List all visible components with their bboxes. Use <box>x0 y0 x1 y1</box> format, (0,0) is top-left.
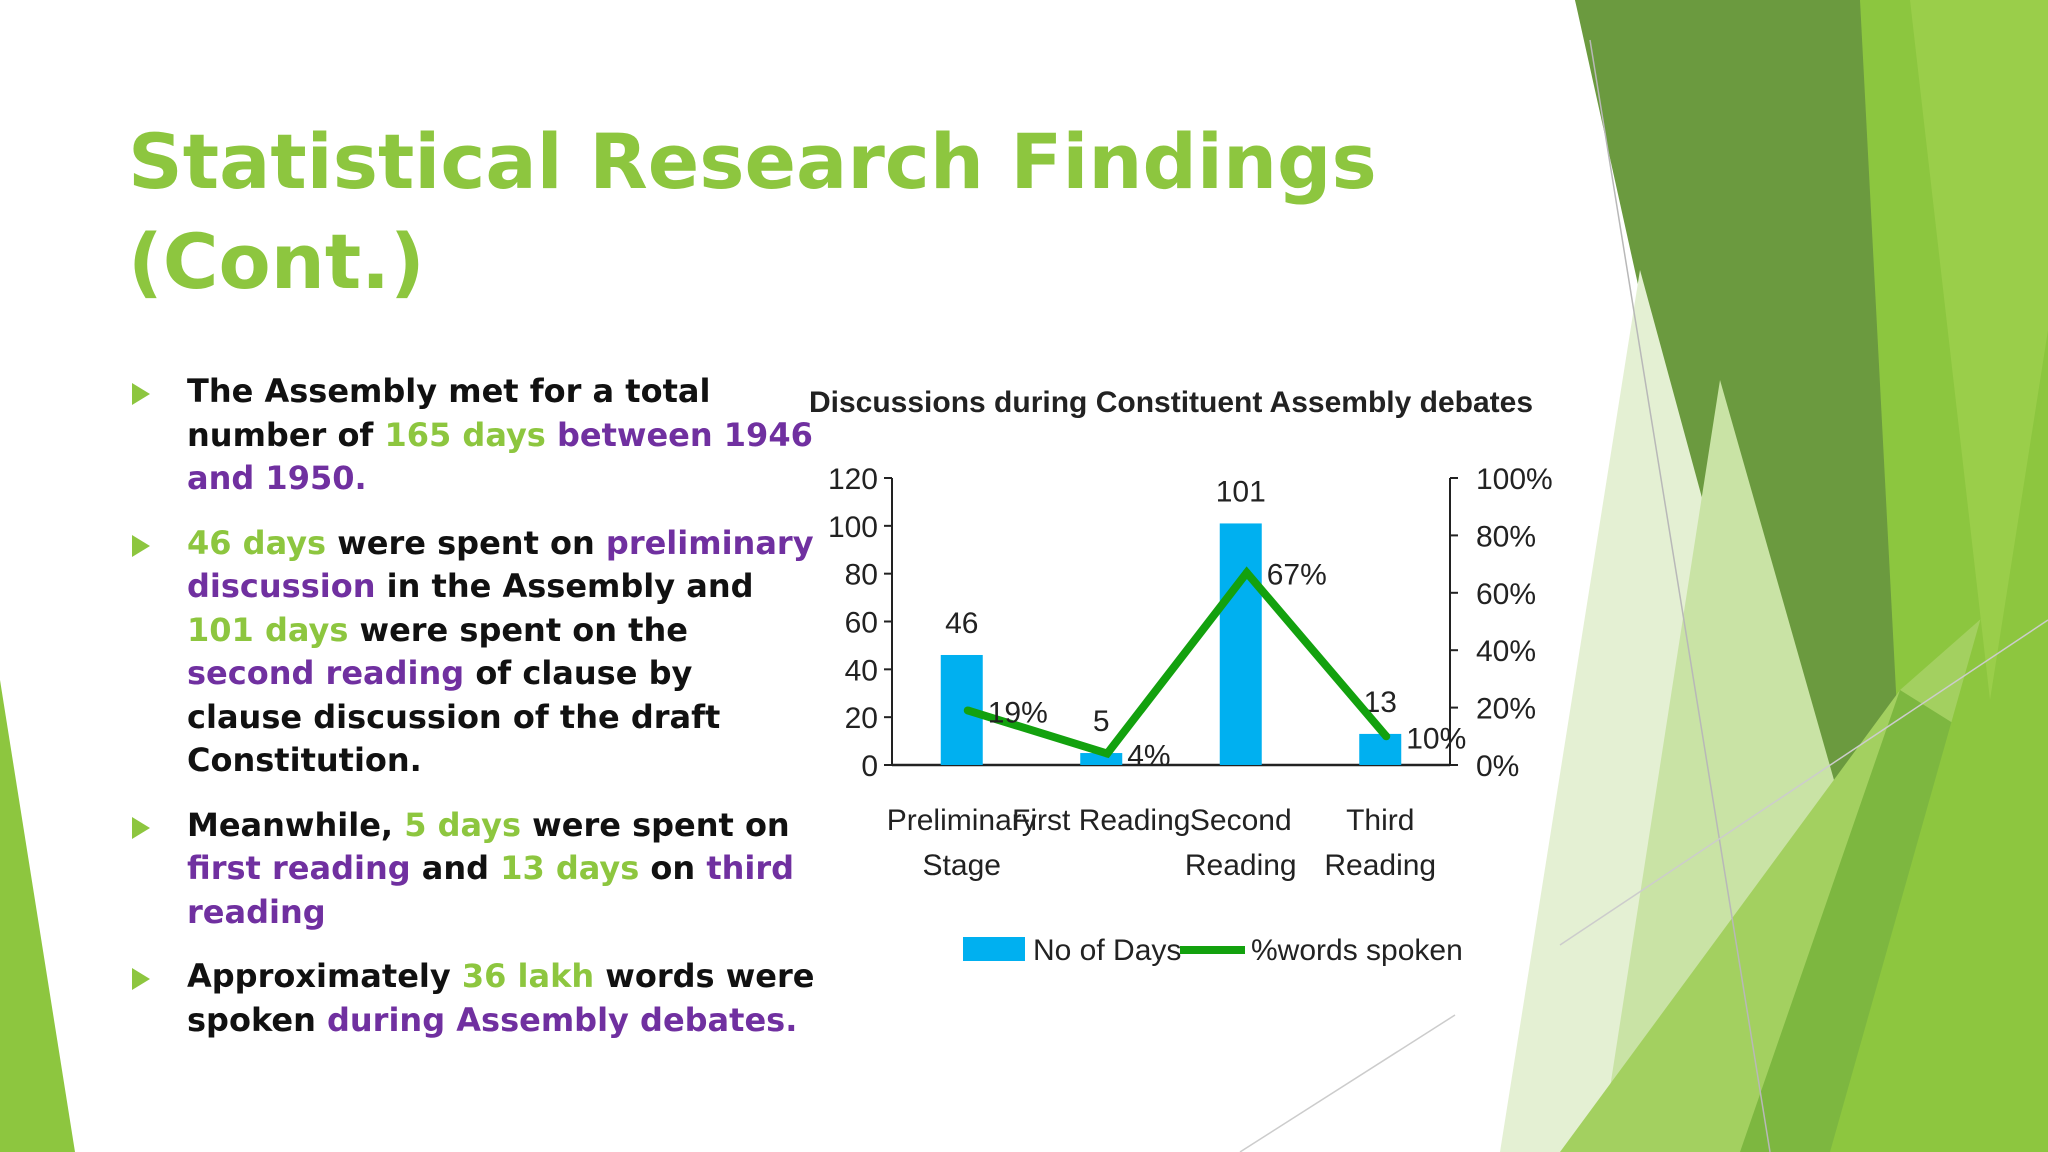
bullet-text-run: 101 days <box>187 610 360 649</box>
title-line-2: (Cont.) <box>128 217 425 306</box>
line-point-words-spoken <box>1103 749 1112 758</box>
bullet-text-run: third reading <box>187 849 795 931</box>
bullet-arrow-icon <box>132 816 150 839</box>
y-right-tick-label: 60% <box>1476 578 1536 611</box>
bullet-text-run: of clause by clause discussion of the dr… <box>187 654 721 779</box>
bar-no-of-days <box>1080 753 1123 765</box>
bar-data-label: 5 <box>1093 705 1110 738</box>
y-left-tick-label: 100 <box>828 511 878 544</box>
y-left-tick-label: 120 <box>828 463 878 496</box>
bullet-text-run: were spent on the <box>359 610 688 649</box>
bullet-text-run: preliminary discussion <box>187 523 814 606</box>
bullet-text-run: words were spoken <box>187 957 815 1039</box>
bullet-text-run: 165 days <box>384 415 557 454</box>
bar-no-of-days <box>1359 733 1402 765</box>
legend-swatch-no-of-days <box>963 937 1025 961</box>
y-left-tick-label: 0 <box>861 750 878 783</box>
line-point-words-spoken <box>1382 732 1391 741</box>
y-right-tick-label: 100% <box>1476 463 1553 496</box>
x-tick-label: First Reading <box>1012 804 1190 837</box>
bullet-text-run: The Assembly met for a total number of <box>187 372 711 454</box>
x-tick-label: Stage <box>923 849 1001 882</box>
bullet-text-run: between 1946 and 1950. <box>187 415 813 498</box>
bullet-text-run: 5 days <box>404 805 533 844</box>
x-tick-label: Third <box>1346 804 1414 837</box>
bullet-item: Meanwhile, 5 days were spent on first re… <box>128 804 818 935</box>
bar-no-of-days <box>1219 523 1262 765</box>
legend-label-words-spoken: %words spoken <box>1251 934 1463 967</box>
line-words-spoken <box>966 566 1390 759</box>
title-line-1: Statistical Research Findings <box>128 117 1377 206</box>
bullet-list: The Assembly met for a total number of 1… <box>128 370 818 1063</box>
chart-title: Discussions during Constituent Assembly … <box>809 386 1533 419</box>
bar-data-label: 101 <box>1216 475 1266 508</box>
y-right-tick-label: 80% <box>1476 520 1536 553</box>
bullet-item: Approximately 36 lakh words were spoken … <box>128 955 818 1042</box>
line-data-label: 67% <box>1267 559 1327 592</box>
line-data-label: 4% <box>1127 740 1170 773</box>
bullet-text-run: during Assembly debates. <box>326 1000 798 1039</box>
x-tick-label: Reading <box>1185 849 1297 882</box>
y-left-tick-label: 60 <box>845 607 878 640</box>
y-right-tick-label: 0% <box>1476 750 1519 783</box>
bullet-text-run: on <box>650 849 707 887</box>
x-tick-label: Reading <box>1324 849 1436 882</box>
bullet-text-run: 46 days <box>187 523 338 562</box>
bar-data-label: 46 <box>945 607 978 640</box>
bullet-item: The Assembly met for a total number of 1… <box>128 370 818 501</box>
bullet-text-run: Meanwhile, <box>187 805 405 844</box>
x-tick-label: Preliminary <box>887 804 1037 837</box>
bullet-text-run: were spent on <box>532 805 790 844</box>
y-left-tick-label: 80 <box>845 559 878 592</box>
y-right-tick-label: 20% <box>1476 693 1536 726</box>
bullet-item: 46 days were spent on preliminary discus… <box>128 522 818 783</box>
bullet-text-run: Approximately <box>187 957 462 995</box>
line-data-label: 10% <box>1406 722 1466 755</box>
bullet-text-run: first reading <box>187 849 422 887</box>
bullet-text-run: second reading <box>187 654 476 692</box>
bullet-text-run: and <box>421 849 501 887</box>
bullet-text-run: 13 days <box>500 849 651 887</box>
bullet-text-run: 36 lakh <box>461 957 606 995</box>
bullet-text-run: in the Assembly and <box>386 567 754 605</box>
slide-title: Statistical Research Findings (Cont.) <box>128 112 1478 312</box>
bullet-text-run: were spent on <box>337 523 606 562</box>
y-left-tick-label: 20 <box>845 702 878 735</box>
y-left-tick-label: 40 <box>845 654 878 687</box>
legend-label-no-of-days: No of Days <box>1033 934 1181 967</box>
line-point-words-spoken <box>963 706 972 715</box>
line-point-words-spoken <box>1242 568 1251 577</box>
bullet-arrow-icon <box>132 534 150 557</box>
bullet-arrow-icon <box>132 968 150 990</box>
line-data-label: 19% <box>988 696 1048 729</box>
bullet-arrow-icon <box>132 383 150 405</box>
x-tick-label: Second <box>1190 804 1292 837</box>
y-right-tick-label: 40% <box>1476 635 1536 668</box>
